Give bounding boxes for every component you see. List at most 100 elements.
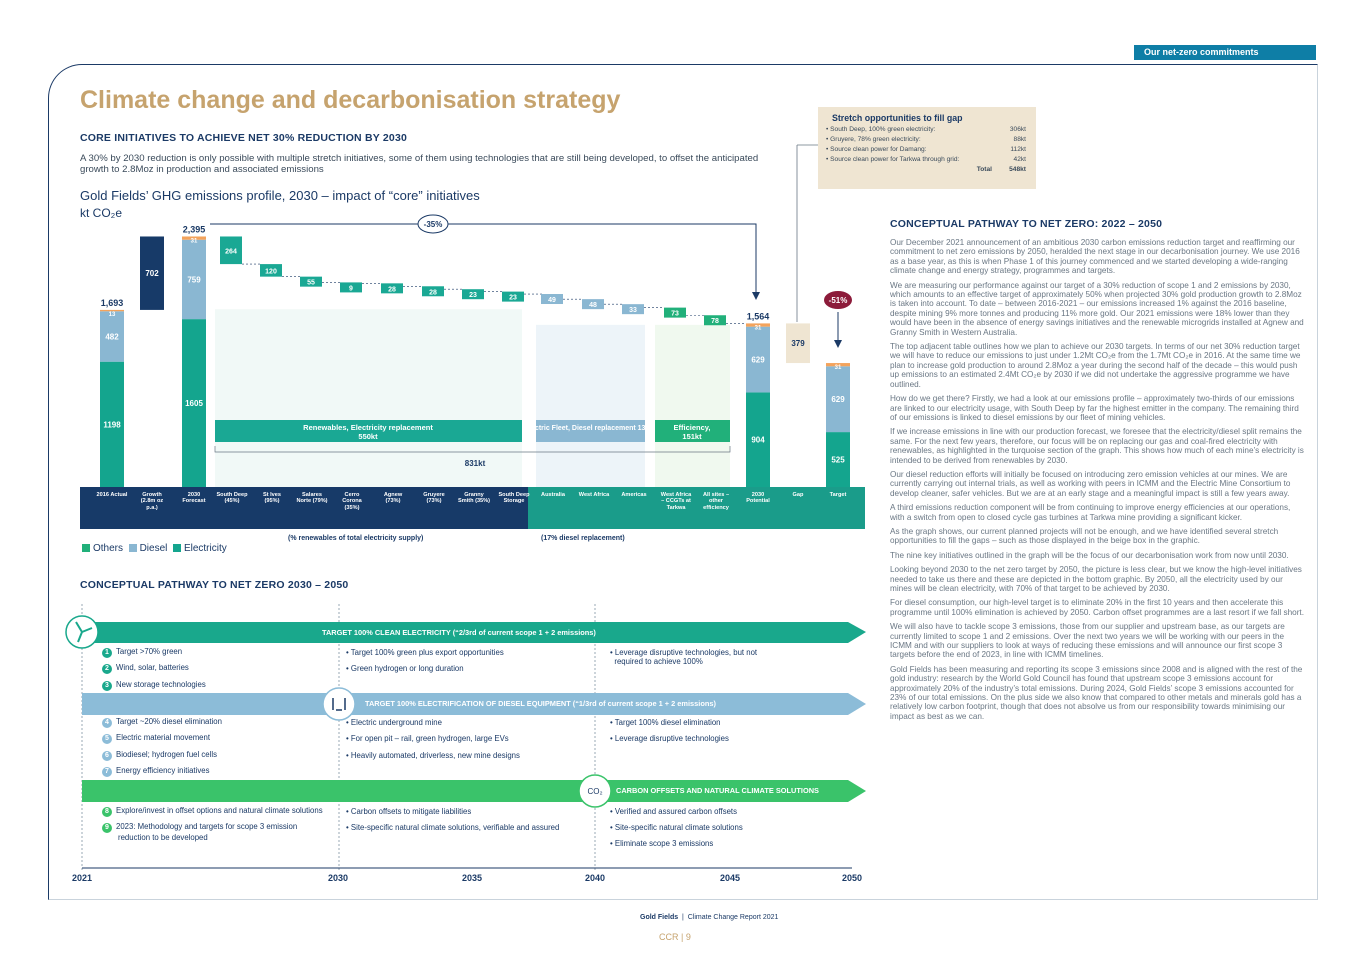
stretch-row: • Source clean power for Tarkwa through … (826, 156, 1026, 163)
pathway-bullet: • Green hydrogen or long duration (346, 664, 464, 673)
item-number: 9 (102, 823, 112, 833)
group-panel-fleet (536, 324, 645, 487)
target-pct-label: -51% (829, 296, 848, 305)
bar-reduction (541, 294, 563, 305)
year-label: 2035 (462, 873, 483, 883)
bar-reduction-label: 28 (429, 289, 437, 296)
category-label: Gruyere (73%) (423, 492, 445, 505)
bar-reduction-label: 33 (629, 307, 637, 314)
bar-electricity (100, 361, 124, 487)
stretch-label: Source clean power for Tarkwa through gr… (830, 156, 960, 163)
pathway-item: 7 Energy efficiency initiatives (102, 766, 209, 777)
bullet-text: Carbon offsets to mitigate liabilities (350, 807, 472, 816)
bar-gap (786, 323, 810, 364)
item-text: reduction to be developed (118, 833, 208, 842)
right-paragraph: How do we get there? Firstly, we had a l… (890, 394, 1299, 422)
item-number: 3 (102, 681, 112, 691)
category-label: Salares Norte (79%) (296, 492, 328, 505)
item-number: 1 (102, 648, 112, 658)
bar-electricity-label: 525 (831, 456, 845, 465)
bullet-text: Eliminate scope 3 emissions (614, 839, 714, 848)
item-text: 2023: Methodology and targets for scope … (116, 822, 298, 831)
pathway-item: 9 2023: Methodology and targets for scope… (102, 822, 297, 842)
bullet-text: Heavily automated, driverless, new mine … (350, 751, 520, 760)
bar-total-label: 2,395 (183, 224, 206, 234)
category-label: 2016 Actual (96, 492, 128, 498)
emissions-chart: 1198 482 13 1,693 702 1605 759 31 2,395 264 120 55 9… (100, 144, 852, 487)
item-text: New storage technologies (116, 680, 206, 689)
bar-reduction-label: 55 (307, 280, 315, 287)
bar-electricity (182, 319, 206, 487)
core-heading: CORE INITIATIVES TO ACHIEVE NET 30% REDU… (80, 132, 408, 144)
item-number: 7 (102, 767, 112, 777)
bar-reduction (260, 264, 282, 277)
legend: Others Diesel Electricity (82, 543, 227, 554)
band-electrification (82, 693, 866, 715)
category-label: South Deep (45%) (216, 492, 248, 505)
year-label: 2021 (72, 873, 93, 883)
reduction-arrowhead (752, 292, 760, 300)
pathway-bullet: • Site-specific natural climate solution… (610, 823, 743, 832)
pathway-bullet: • Leverage disruptive technologies (610, 734, 729, 743)
bar-diesel-label: 482 (105, 332, 119, 341)
category-label: West Africa (578, 492, 610, 498)
bullet-text: For open pit – rail, green hydrogen, lar… (350, 734, 509, 743)
bar-gap-label: 379 (791, 339, 805, 348)
bar-reduction-label: 78 (711, 318, 719, 325)
page-title: Climate change and decarbonisation strat… (80, 86, 621, 114)
bullet-text: Target 100% green plus export opportunit… (350, 648, 504, 657)
stretch-label: South Deep, 100% green electricity: (830, 126, 936, 133)
wind-icon-blades (75, 621, 93, 643)
item-text: Target >70% green (116, 647, 183, 656)
bar-diesel (182, 239, 206, 320)
footer-company: Gold Fields (640, 914, 679, 921)
co2-cycle-icon (578, 774, 612, 808)
bar-reduction (622, 304, 644, 315)
right-paragraph: For diesel consumption, our high-level t… (890, 598, 1304, 617)
bar-growth (140, 236, 164, 310)
item-text: Wind, solar, batteries (116, 663, 189, 672)
stretch-connector (796, 144, 818, 322)
pathway-bullet: • Electric underground mine (346, 718, 442, 727)
legend-diesel: Diesel (139, 543, 168, 554)
stretch-value: 42kt (1013, 156, 1026, 163)
stretch-total-row: Total 548kt (826, 166, 1036, 176)
bar-electricity (746, 392, 770, 487)
year-label: 2030 (328, 873, 349, 883)
bar-others-label: 31 (191, 238, 198, 244)
stretch-label: Source clean power for Damang: (830, 146, 927, 153)
item-text: Electric material movement (116, 733, 211, 742)
bullet-text: Green hydrogen or long duration (350, 664, 464, 673)
bar-electricity (826, 432, 850, 487)
bar-reduction-label: 28 (388, 286, 396, 293)
legend-swatch-others (82, 544, 90, 552)
category-label: Agnew (73%) (383, 492, 403, 505)
bar-others (746, 323, 770, 327)
right-paragraph: Our December 2021 announcement of an amb… (890, 238, 1300, 276)
stretch-row: • Gruyere, 78% green electricity: 88kt (826, 136, 1026, 143)
footer-page-number: 9 (685, 932, 691, 942)
stretch-value: 306kt (1009, 126, 1026, 133)
pathway-heading: CONCEPTUAL PATHWAY TO NET ZERO 2030 – 20… (80, 579, 349, 591)
right-paragraph: Looking beyond 2030 to the net zero targ… (890, 565, 1302, 593)
bar-reduction (462, 289, 484, 300)
legend-swatch-electricity (172, 544, 181, 552)
category-label: West Africa – CCGTs at Tarkwa (660, 492, 692, 511)
note-renewables: (% renewables of total electricity suppl… (288, 535, 424, 542)
pathway-bullet: • Target 100% diesel elimination (610, 718, 721, 727)
pathway-item: 4 Target ~20% diesel elimination (102, 717, 222, 728)
bar-diesel (100, 311, 124, 362)
pathway-bullet: • Verified and assured carbon offsets (610, 807, 737, 816)
right-paragraph: We will also have to tackle scope 3 emis… (890, 622, 1285, 660)
group2-label: Electric Fleet, Diesel replacement 130kt (524, 425, 656, 432)
footer-code: CCR (659, 932, 679, 942)
bar-reduction-label: 49 (548, 297, 556, 304)
category-label: Growth (2.8m oz p.a.) (140, 492, 164, 511)
right-paragraph: As the graph shows, our current planned … (890, 526, 1279, 546)
reduction-pct-bubble (417, 214, 449, 234)
item-number: 6 (102, 751, 112, 761)
bar-reduction-label: 73 (671, 311, 679, 318)
bar-reduction (381, 283, 403, 294)
pathway-item: 2 Wind, solar, batteries (102, 663, 189, 674)
chart-axis-band-dark (80, 487, 528, 529)
